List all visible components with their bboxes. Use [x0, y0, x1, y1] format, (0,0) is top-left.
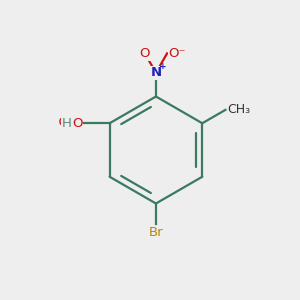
Text: O: O [50, 116, 70, 129]
Text: H: H [61, 117, 71, 130]
Text: N: N [150, 66, 161, 79]
Text: O: O [72, 117, 83, 130]
Text: CH₃: CH₃ [227, 103, 250, 116]
Text: H: H [60, 116, 70, 129]
Text: O: O [140, 47, 150, 60]
Text: +: + [159, 62, 166, 71]
Text: O⁻: O⁻ [169, 47, 186, 60]
Text: Br: Br [148, 226, 163, 239]
